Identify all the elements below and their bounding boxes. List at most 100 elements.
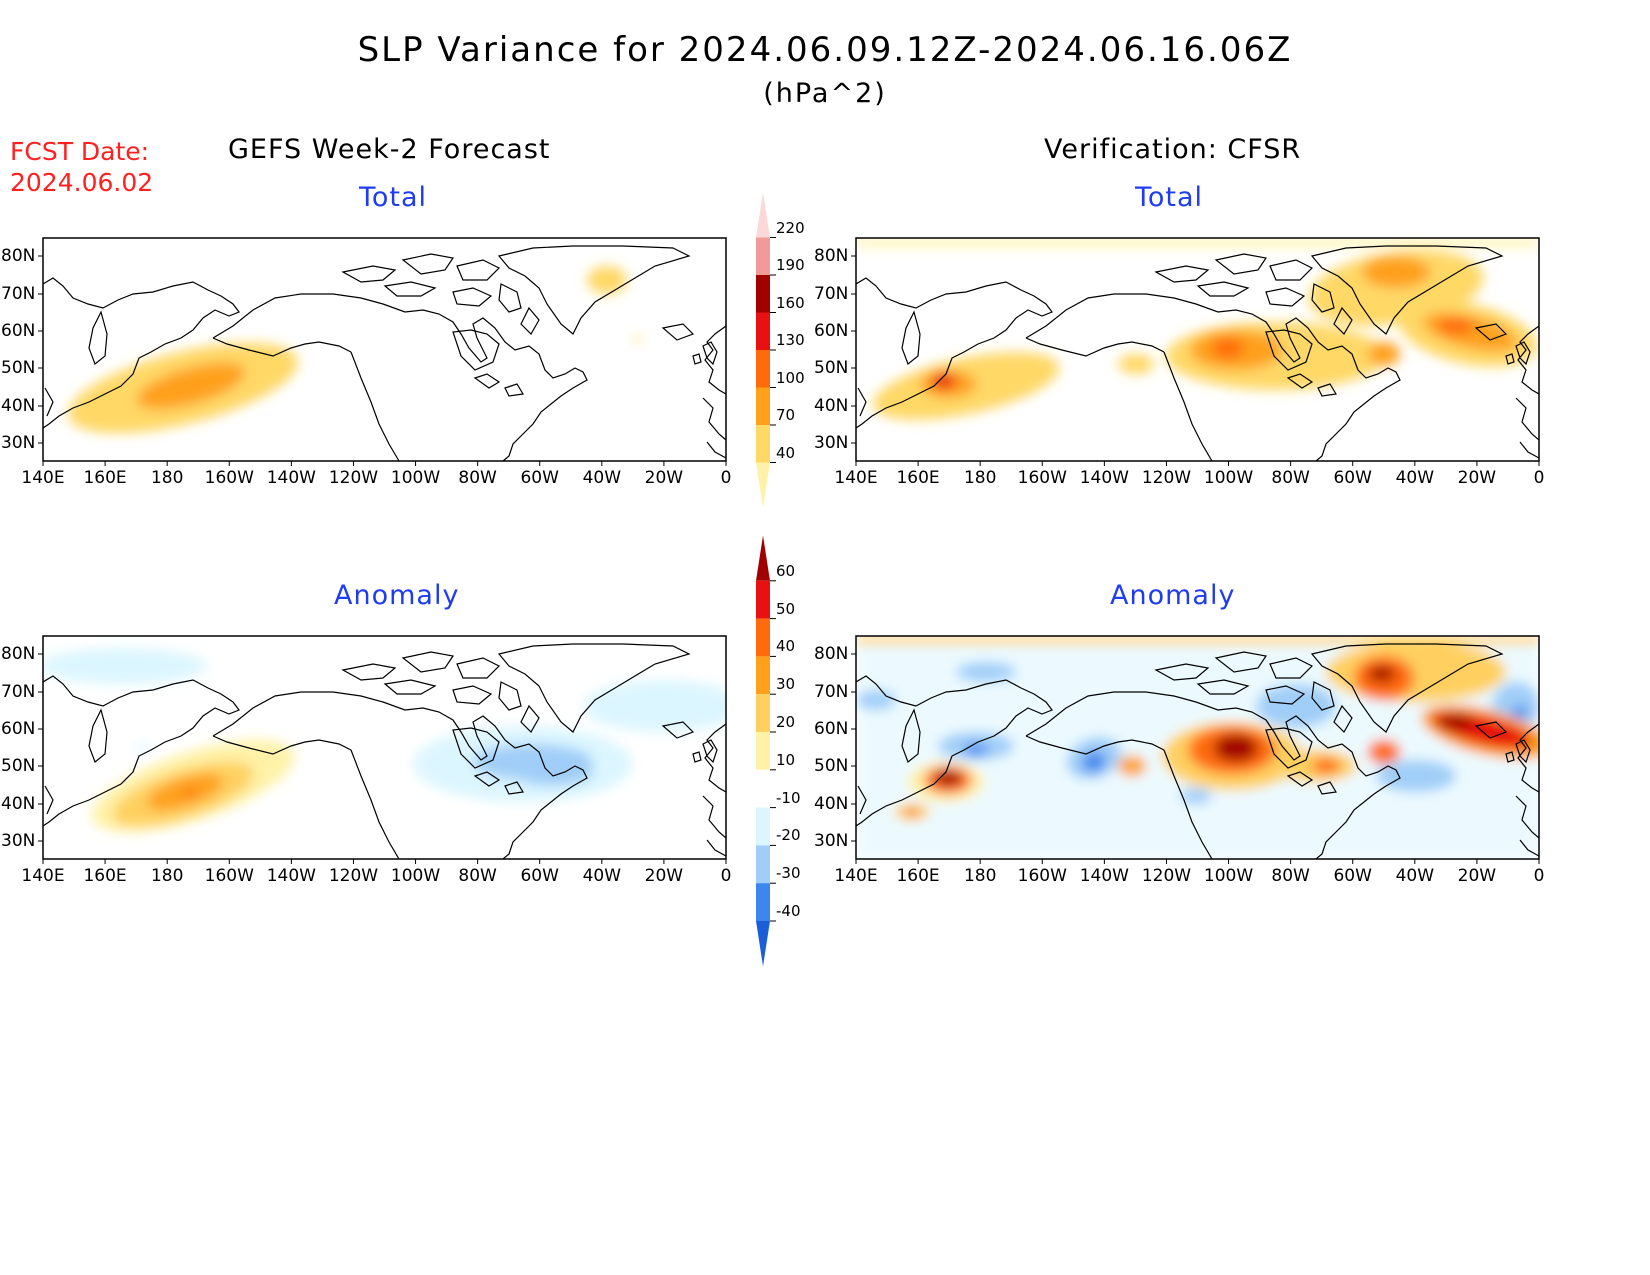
colorbar-label: 30 [776, 675, 796, 694]
lat-label: 80N [1, 246, 36, 266]
lon-label: 180 [150, 468, 184, 488]
lon-label: 120W [1141, 866, 1192, 886]
colorbar-label: 160 [776, 293, 805, 312]
lon-label: 80W [1271, 468, 1310, 488]
lat-label: 80N [814, 644, 849, 664]
forecast-date-label: FCST Date: [10, 137, 150, 166]
colorbar-label: -20 [776, 826, 801, 845]
lat-label: 30N [1, 433, 36, 453]
lon-label: 180 [963, 468, 997, 488]
lat-label: 80N [814, 246, 849, 266]
lon-label: 120W [328, 468, 379, 488]
colorbar-swatch [756, 275, 770, 313]
colorbar-swatch [756, 618, 770, 657]
colorbar-label: 70 [776, 406, 796, 424]
lon-label: 180 [150, 866, 184, 886]
lon-label: 0 [1533, 866, 1545, 886]
lon-label: 100W [390, 468, 441, 488]
lon-label: 0 [720, 866, 732, 886]
total-colorbar [756, 192, 770, 508]
colorbar-swatch [756, 732, 770, 770]
colorbar-label: 60 [776, 561, 796, 580]
lat-label: 60N [1, 321, 36, 341]
lon-label: 160W [204, 866, 254, 886]
lon-label: 140W [266, 866, 316, 886]
lon-label: 0 [720, 468, 732, 488]
colorbar-label: 20 [776, 713, 796, 731]
main-title: SLP Variance for 2024.06.09.12Z-2024.06.… [357, 30, 1293, 70]
lon-label: 140W [1079, 866, 1129, 886]
colorbar-label: 190 [776, 256, 805, 274]
right-column-heading: Verification: CFSR [1044, 134, 1302, 165]
verification-anomaly-frame [855, 635, 1540, 860]
lon-label: 60W [520, 468, 559, 488]
forecast-anomaly-map [43, 643, 726, 859]
colorbar-label: -30 [776, 864, 801, 883]
forecast-total-title: Total [359, 182, 428, 213]
lon-label: 40W [1395, 866, 1435, 886]
lon-label: 60W [1333, 866, 1372, 886]
lat-label: 60N [814, 719, 849, 739]
colorbar-label: 50 [776, 599, 796, 618]
lon-label: 140E [834, 468, 878, 488]
lon-label: 40W [582, 468, 622, 488]
lon-label: 140E [834, 866, 878, 886]
lat-label: 40N [1, 396, 36, 416]
lon-label: 100W [1203, 866, 1254, 886]
lon-label: 80W [458, 866, 497, 886]
lon-label: 140E [21, 866, 65, 886]
lat-label: 50N [814, 358, 849, 378]
colorbar-swatch [756, 883, 770, 921]
lon-label: 160W [1017, 866, 1067, 886]
lon-label: 160W [204, 468, 254, 488]
lon-label: 80W [458, 468, 497, 488]
colorbar-swatch [756, 807, 770, 846]
lon-label: 120W [1141, 468, 1192, 488]
colorbar-swatch [756, 535, 770, 581]
lon-label: 40W [582, 866, 622, 886]
colorbar-label: -40 [776, 902, 801, 920]
lon-label: 140W [1079, 468, 1129, 488]
lon-label: 20W [644, 468, 684, 488]
lon-label: 60W [520, 866, 559, 886]
lat-label: 30N [1, 831, 36, 851]
colorbar-label: 100 [776, 368, 805, 387]
colorbar-swatch [756, 921, 770, 967]
lon-label: 0 [1533, 468, 1545, 488]
lat-label: 70N [814, 284, 849, 304]
verification-total-title: Total [1135, 182, 1204, 213]
colorbar-swatch [756, 192, 770, 238]
colorbar-swatch [756, 656, 770, 695]
forecast-date: FCST Date: 2024.06.02 [10, 136, 153, 198]
verification-total-map [856, 238, 1539, 461]
colorbar-swatch [756, 769, 770, 808]
forecast-anomaly-title: Anomaly [334, 580, 460, 611]
colorbar-swatch [756, 425, 770, 463]
colorbar-label: 40 [776, 637, 796, 656]
lon-label: 20W [1457, 866, 1497, 886]
lat-label: 80N [1, 644, 36, 664]
lon-label: 160E [83, 468, 127, 488]
forecast-anomaly-frame [42, 635, 727, 860]
lon-label: 40W [1395, 468, 1435, 488]
lon-label: 120W [328, 866, 379, 886]
lat-label: 50N [1, 358, 36, 378]
colorbar-label: 40 [776, 443, 796, 462]
lat-label: 60N [1, 719, 36, 739]
verification-anomaly-title: Anomaly [1110, 580, 1236, 611]
colorbar-label: -10 [776, 788, 801, 807]
forecast-total-map [43, 245, 726, 461]
lon-label: 160W [1017, 468, 1067, 488]
lon-label: 160E [896, 866, 940, 886]
colorbar-swatch [756, 350, 770, 388]
lat-label: 70N [814, 682, 849, 702]
lat-label: 40N [814, 396, 849, 416]
lat-label: 70N [1, 682, 36, 702]
verification-anomaly-map [856, 636, 1539, 859]
lat-label: 50N [814, 756, 849, 776]
lat-label: 50N [1, 756, 36, 776]
colorbar-label: 220 [776, 218, 805, 237]
units-label: (hPa^2) [763, 78, 887, 109]
lon-label: 160E [83, 866, 127, 886]
lon-label: 140W [266, 468, 316, 488]
